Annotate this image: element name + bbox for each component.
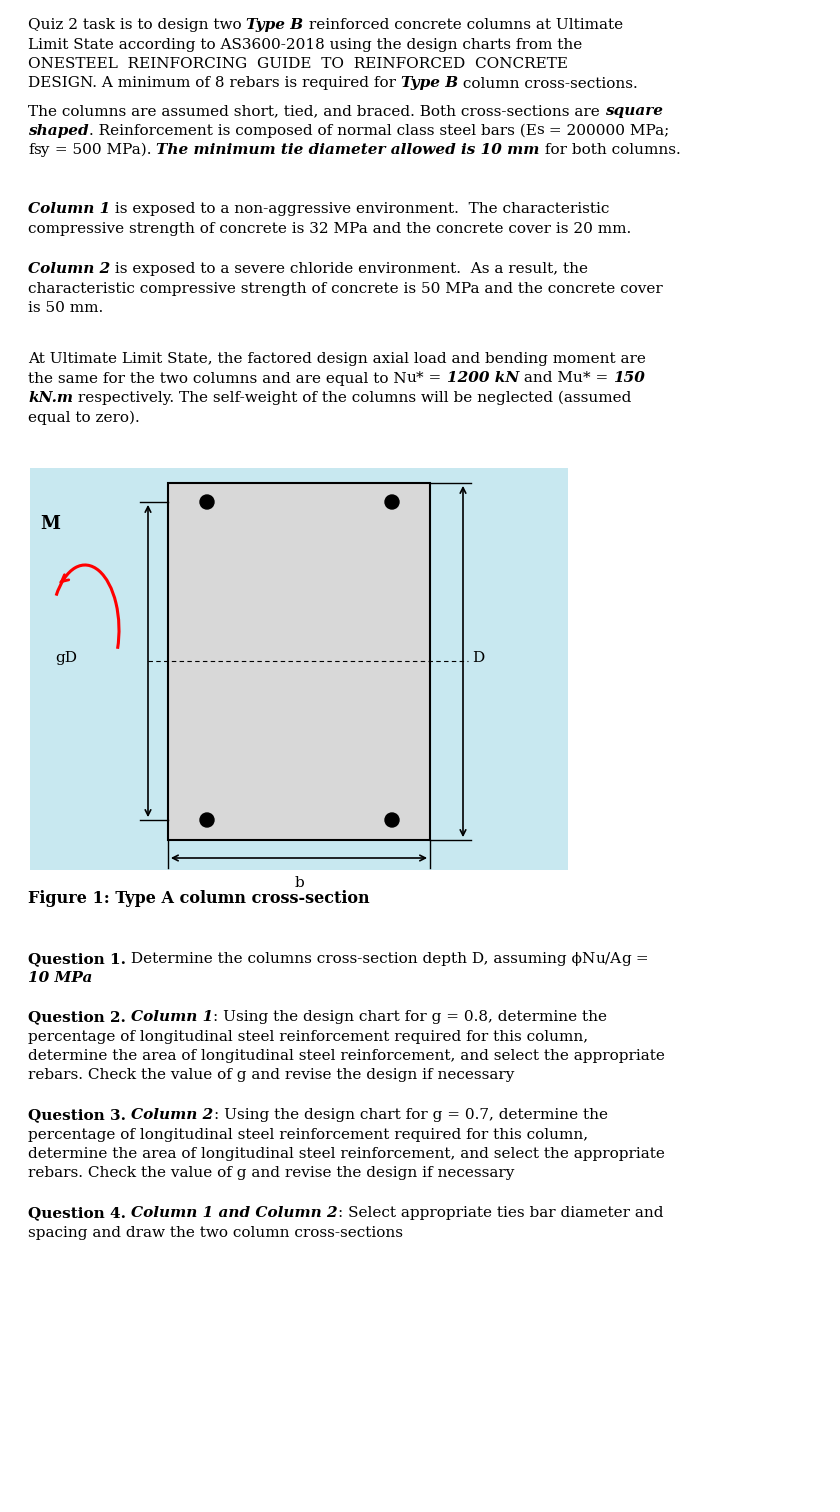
Text: f: f: [28, 144, 34, 157]
Text: Column 2: Column 2: [28, 262, 110, 277]
Text: ONESTEEL  REINFORCING  GUIDE  TO  REINFORCED  CONCRETE: ONESTEEL REINFORCING GUIDE TO REINFORCED…: [28, 57, 568, 71]
Text: Column 1: Column 1: [131, 1010, 213, 1024]
Text: spacing and draw the two column cross-sections: spacing and draw the two column cross-se…: [28, 1226, 403, 1240]
Text: D: D: [472, 652, 484, 665]
Text: characteristic compressive strength of concrete is 50 MPa and the concrete cover: characteristic compressive strength of c…: [28, 281, 663, 295]
Text: Question 2.: Question 2.: [28, 1010, 131, 1024]
Text: and M: and M: [519, 372, 573, 386]
Text: reinforced concrete columns at Ultimate: reinforced concrete columns at Ultimate: [303, 18, 622, 32]
Text: Column 2: Column 2: [131, 1108, 213, 1122]
Text: * =: * =: [583, 372, 613, 386]
Text: determine the area of longitudinal steel reinforcement, and select the appropria: determine the area of longitudinal steel…: [28, 1148, 665, 1161]
Text: is exposed to a non-aggressive environment.  The characteristic: is exposed to a non-aggressive environme…: [110, 203, 610, 216]
Text: : Using the design chart for g = 0.8, determine the: : Using the design chart for g = 0.8, de…: [213, 1010, 607, 1024]
Text: 10 MPa: 10 MPa: [28, 972, 92, 986]
Text: equal to zero).: equal to zero).: [28, 410, 139, 425]
Text: Type B: Type B: [401, 77, 458, 91]
Text: 1200 kN: 1200 kN: [447, 372, 519, 386]
Text: =: =: [631, 953, 648, 966]
Text: u: u: [573, 372, 583, 386]
Text: sy: sy: [34, 144, 50, 157]
Text: determine the area of longitudinal steel reinforcement, and select the appropria: determine the area of longitudinal steel…: [28, 1049, 665, 1063]
Text: Column 1: Column 1: [28, 203, 110, 216]
Text: . Reinforcement is composed of normal class steel bars (E: . Reinforcement is composed of normal cl…: [89, 124, 537, 138]
Text: = 500 MPa).: = 500 MPa).: [50, 144, 156, 157]
Text: Determine the columns cross-section depth D, assuming ϕN: Determine the columns cross-section dept…: [126, 953, 596, 966]
Text: shaped: shaped: [28, 124, 89, 138]
Text: is exposed to a severe chloride environment.  As a result, the: is exposed to a severe chloride environm…: [110, 262, 588, 277]
Text: Type B: Type B: [246, 18, 303, 32]
Text: u: u: [596, 953, 605, 966]
Text: percentage of longitudinal steel reinforcement required for this column,: percentage of longitudinal steel reinfor…: [28, 1030, 588, 1043]
Text: At Ultimate Limit State, the factored design axial load and bending moment are: At Ultimate Limit State, the factored de…: [28, 352, 646, 366]
Text: = 200000 MPa;: = 200000 MPa;: [544, 124, 669, 138]
Text: kN.m: kN.m: [28, 392, 73, 405]
Text: DESIGN. A minimum of 8 rebars is required for: DESIGN. A minimum of 8 rebars is require…: [28, 77, 401, 91]
Text: the same for the two columns and are equal to N: the same for the two columns and are equ…: [28, 372, 407, 386]
Text: rebars. Check the value of g and revise the design if necessary: rebars. Check the value of g and revise …: [28, 1069, 514, 1083]
Text: 150: 150: [613, 372, 645, 386]
Text: : Using the design chart for g = 0.7, determine the: : Using the design chart for g = 0.7, de…: [213, 1108, 607, 1122]
Text: respectively. The self-weight of the columns will be neglected (assumed: respectively. The self-weight of the col…: [73, 392, 632, 405]
Text: Figure 1: Type A column cross-section: Figure 1: Type A column cross-section: [28, 891, 370, 907]
Text: u: u: [407, 372, 417, 386]
Text: Question 1.: Question 1.: [28, 953, 126, 966]
Text: for both columns.: for both columns.: [540, 144, 680, 157]
Text: Limit State according to AS3600-2018 using the design charts from the: Limit State according to AS3600-2018 usi…: [28, 38, 582, 51]
Bar: [30, 469, 568, 869]
Text: rebars. Check the value of g and revise the design if necessary: rebars. Check the value of g and revise …: [28, 1166, 514, 1181]
Circle shape: [385, 494, 399, 510]
Circle shape: [200, 494, 214, 510]
Text: Question 3.: Question 3.: [28, 1108, 131, 1122]
Text: The columns are assumed short, tied, and braced. Both cross-sections are: The columns are assumed short, tied, and…: [28, 104, 605, 118]
Text: compressive strength of concrete is 32 MPa and the concrete cover is 20 mm.: compressive strength of concrete is 32 M…: [28, 221, 631, 236]
Text: Quiz 2 task is to design two: Quiz 2 task is to design two: [28, 18, 246, 32]
Text: gD: gD: [55, 652, 77, 665]
Bar: [168, 482, 430, 841]
Text: * =: * =: [417, 372, 447, 386]
Text: Column 1 and Column 2: Column 1 and Column 2: [131, 1207, 338, 1220]
Text: M: M: [40, 516, 60, 534]
Text: is 50 mm.: is 50 mm.: [28, 301, 103, 314]
Text: : Select appropriate ties bar diameter and: : Select appropriate ties bar diameter a…: [338, 1207, 664, 1220]
Text: b: b: [294, 875, 304, 891]
Text: /A: /A: [605, 953, 622, 966]
Text: g: g: [622, 953, 631, 966]
Text: The minimum tie diameter allowed is 10 mm: The minimum tie diameter allowed is 10 m…: [156, 144, 540, 157]
Text: s: s: [537, 124, 544, 138]
Circle shape: [200, 813, 214, 827]
Text: percentage of longitudinal steel reinforcement required for this column,: percentage of longitudinal steel reinfor…: [28, 1128, 588, 1142]
Text: square: square: [605, 104, 663, 118]
Text: column cross-sections.: column cross-sections.: [458, 77, 638, 91]
Circle shape: [385, 813, 399, 827]
Text: Question 4.: Question 4.: [28, 1207, 131, 1220]
